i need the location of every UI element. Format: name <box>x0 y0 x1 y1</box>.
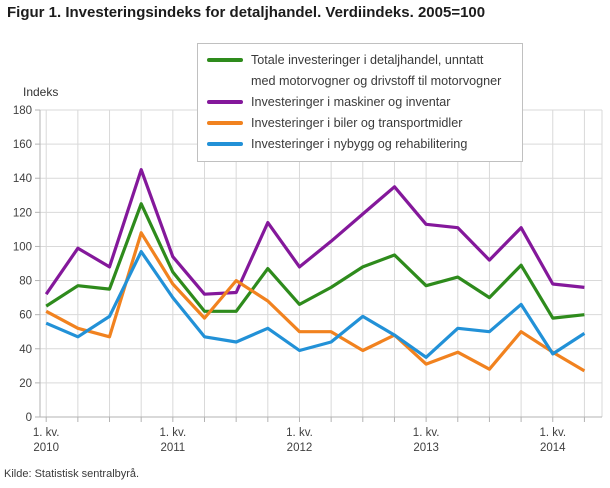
legend: Totale investeringer i detaljhandel, unn… <box>197 43 523 162</box>
x-tick-label: 2014 <box>540 442 566 454</box>
legend-label: Totale investeringer i detaljhandel, unn… <box>251 53 484 67</box>
y-tick-label: 180 <box>13 105 32 117</box>
source-note: Kilde: Statistisk sentralbyrå. <box>4 468 140 480</box>
x-tick-label: 2013 <box>413 442 439 454</box>
x-tick-label: 2012 <box>287 442 313 454</box>
legend-item-biler: Investeringer i biler og transportmidler <box>207 113 514 134</box>
legend-label: Investeringer i nybygg og rehabilitering <box>251 137 468 151</box>
y-tick-label: 40 <box>19 344 32 356</box>
series-line-0 <box>45 202 585 320</box>
x-tick-label: 1. kv. <box>539 427 566 439</box>
y-tick-label: 20 <box>19 378 32 390</box>
legend-item-maskiner: Investeringer i maskiner og inventar <box>207 92 514 113</box>
series-line-2 <box>45 231 586 373</box>
x-tick-label: 1. kv. <box>33 427 60 439</box>
legend-swatch-blue <box>207 141 243 146</box>
x-tick-label: 1. kv. <box>413 427 440 439</box>
y-tick-label: 60 <box>19 310 32 322</box>
x-tick-label: 2010 <box>33 442 59 454</box>
x-tick-label: 1. kv. <box>160 427 187 439</box>
legend-swatch-orange <box>207 120 243 125</box>
y-tick-label: 0 <box>26 412 32 424</box>
legend-item-totale-line2: med motorvogner og drivstoff til motorvo… <box>251 74 502 88</box>
chart-title: Figur 1. Investeringsindeks for detaljha… <box>7 4 486 21</box>
y-axis-title: Indeks <box>23 85 59 99</box>
legend-swatch-purple <box>207 99 243 104</box>
legend-item-nybygg: Investeringer i nybygg og rehabilitering <box>207 134 514 155</box>
legend-label: Investeringer i maskiner og inventar <box>251 95 451 109</box>
series-line-3 <box>45 250 586 359</box>
y-tick-label: 160 <box>13 139 32 151</box>
y-tick-label: 140 <box>13 173 32 185</box>
y-tick-label: 80 <box>19 276 32 288</box>
legend-item-totale: Totale investeringer i detaljhandel, unn… <box>207 50 514 71</box>
x-tick-label: 2011 <box>160 442 185 454</box>
legend-label: Investeringer i biler og transportmidler <box>251 116 463 130</box>
series-line-1 <box>44 168 585 296</box>
y-tick-label: 100 <box>13 241 32 253</box>
legend-swatch-green <box>207 57 243 62</box>
x-tick-label: 1. kv. <box>286 427 313 439</box>
y-tick-label: 120 <box>13 207 32 219</box>
